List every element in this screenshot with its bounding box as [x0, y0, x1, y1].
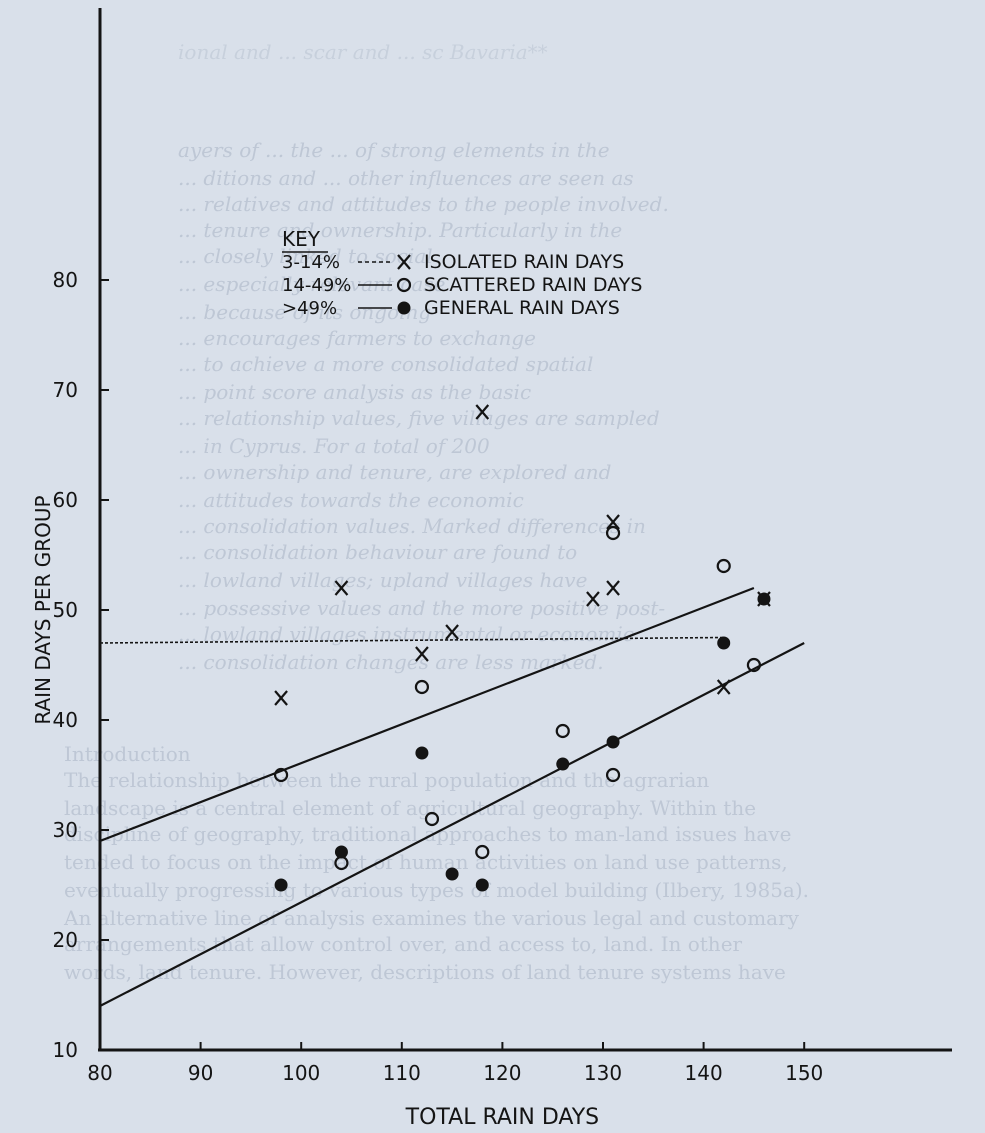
trend-line: [99, 642, 805, 1007]
legend-marker: [397, 254, 411, 270]
axis-labels: TOTAL RAIN DAYS RAIN DAYS PER GROUP: [31, 495, 599, 1130]
y-tick-label: 70: [53, 378, 78, 402]
y-tick-label: 30: [53, 818, 78, 842]
x-axis-label: TOTAL RAIN DAYS: [405, 1105, 599, 1130]
scattered-point: [605, 525, 621, 541]
dashed-mean-line: [99, 636, 724, 644]
legend-series-name: GENERAL RAIN DAYS: [424, 297, 620, 319]
scattered-point: [746, 657, 762, 673]
axis-ticks: 80 90 100 110 120 130 140 150 10 20 30 40 50 60 70 80: [53, 268, 824, 1085]
legend-marker: [396, 277, 412, 293]
x-tick-label: 150: [785, 1061, 823, 1085]
isolated-point: [586, 591, 600, 607]
y-tick-label: 80: [53, 268, 78, 292]
isolated-point: [475, 404, 490, 420]
x-tick-label: 100: [282, 1061, 320, 1085]
legend-series-name: SCATTERED RAIN DAYS: [424, 274, 642, 296]
isolated-point: [415, 646, 429, 662]
x-tick-label: 140: [685, 1061, 723, 1085]
general-point: [415, 746, 429, 760]
y-tick-label: 40: [53, 708, 78, 732]
isolated-point: [606, 580, 620, 596]
scattered-point: [334, 855, 349, 871]
axes: [98, 8, 952, 1052]
general-point: [717, 636, 731, 650]
isolated-point: [716, 679, 731, 695]
scattered-point: [424, 811, 440, 827]
scattered-point: [716, 558, 731, 574]
trend-lines: [99, 586, 805, 1007]
scattered-point: [605, 767, 621, 783]
scattered-point: [273, 767, 289, 783]
y-tick-label: 20: [53, 928, 78, 952]
isolated-point: [606, 514, 620, 530]
general-point: [334, 845, 348, 859]
x-tick-label: 90: [188, 1061, 213, 1085]
legend-range-label: >49%: [282, 298, 337, 319]
x-tick-label: 80: [87, 1061, 112, 1085]
isolated-point: [334, 580, 349, 596]
isolated-point: [274, 690, 288, 706]
trend-line: [99, 586, 755, 843]
y-axis-label: RAIN DAYS PER GROUP: [31, 495, 55, 724]
general-point: [445, 867, 459, 881]
scattered-point: [555, 723, 570, 739]
x-tick-label: 120: [483, 1061, 521, 1085]
x-tick-label: 110: [383, 1061, 421, 1085]
y-tick-label: 10: [53, 1038, 78, 1062]
isolated-point: [445, 624, 459, 640]
legend-title: KEY: [282, 227, 321, 251]
y-tick-label: 50: [53, 598, 78, 622]
scattered-point: [414, 679, 430, 695]
legend-marker: [397, 301, 411, 315]
legend-series-name: ISOLATED RAIN DAYS: [424, 251, 624, 273]
general-point: [475, 878, 489, 892]
general-point: [757, 592, 771, 606]
legend-range-label: 3-14%: [282, 252, 340, 273]
scattered-point: [475, 844, 490, 860]
x-tick-label: 130: [584, 1061, 622, 1085]
legend-range-label: 14-49%: [282, 275, 351, 296]
general-point: [274, 878, 288, 892]
general-point: [556, 757, 570, 771]
general-point: [606, 735, 620, 749]
y-tick-label: 60: [53, 488, 78, 512]
data-points: [273, 404, 771, 892]
